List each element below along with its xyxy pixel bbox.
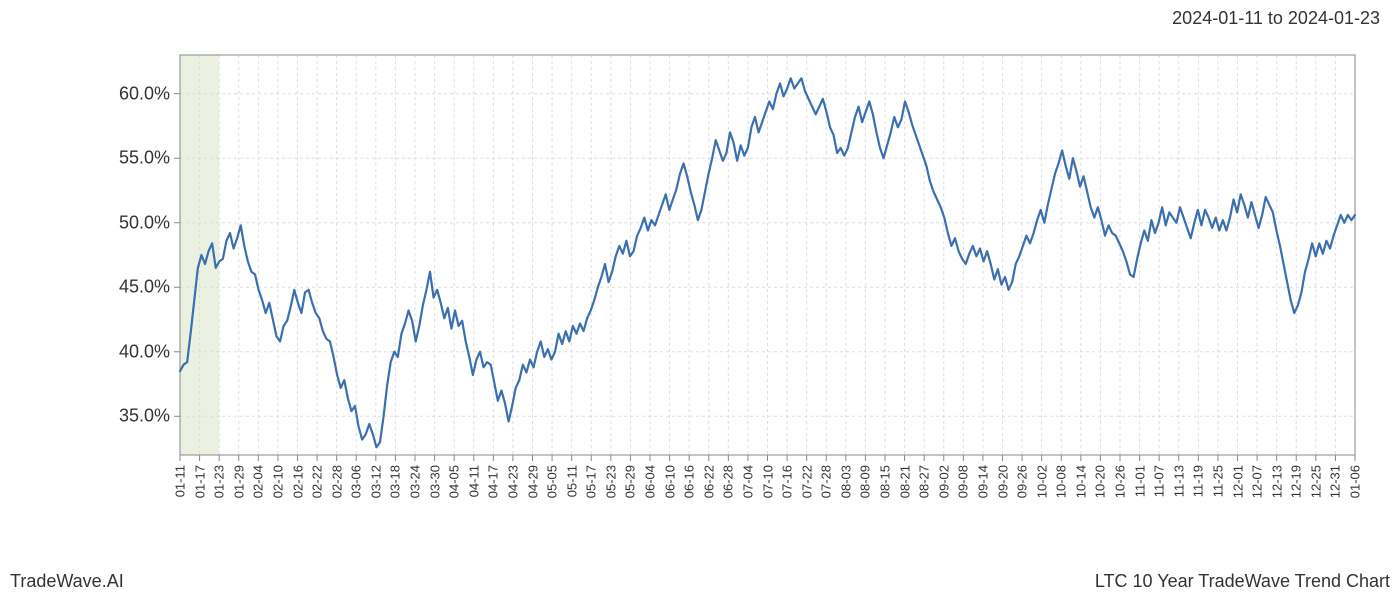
chart-container: 2024-01-11 to 2024-01-23 35.0% 40.0% 45.0%… bbox=[0, 0, 1400, 600]
x-tick-label: 08-27 bbox=[917, 465, 932, 498]
x-tick-label: 01-29 bbox=[231, 465, 246, 498]
x-tick-label: 01-06 bbox=[1348, 465, 1363, 498]
x-tick-label: 11-25 bbox=[1210, 465, 1225, 497]
x-tick-label: 05-05 bbox=[545, 465, 560, 498]
chart-area: 35.0% 40.0% 45.0% 50.0% 55.0% 60.0% 01-11 01-1… bbox=[0, 40, 1400, 560]
x-tick-label: 10-26 bbox=[1113, 465, 1128, 498]
x-tick-label: 09-26 bbox=[1015, 465, 1030, 498]
x-tick-label: 09-08 bbox=[956, 465, 971, 498]
x-tick-label: 04-29 bbox=[525, 465, 540, 498]
x-tick-label: 07-28 bbox=[819, 465, 834, 498]
x-tick-label: 02-22 bbox=[310, 465, 325, 498]
x-tick-label: 02-10 bbox=[270, 465, 285, 498]
x-tick-label: 08-09 bbox=[858, 465, 873, 498]
x-tick-label: 11-13 bbox=[1171, 465, 1186, 497]
x-tick-label: 01-17 bbox=[192, 465, 207, 498]
x-tick-label: 12-01 bbox=[1230, 465, 1245, 498]
x-tick-label: 11-19 bbox=[1191, 465, 1206, 497]
x-tick-label: 12-31 bbox=[1328, 465, 1343, 498]
y-tick-label: 45.0% bbox=[70, 277, 170, 298]
x-tick-label: 02-04 bbox=[251, 465, 266, 498]
x-tick-label: 04-11 bbox=[466, 465, 481, 497]
x-tick-label: 01-23 bbox=[212, 465, 227, 498]
x-tick-label: 04-17 bbox=[486, 465, 501, 498]
x-tick-label: 06-16 bbox=[682, 465, 697, 498]
y-tick-label: 60.0% bbox=[70, 83, 170, 104]
x-tick-label: 05-23 bbox=[603, 465, 618, 498]
x-tick-label: 03-06 bbox=[349, 465, 364, 498]
x-tick-label: 12-07 bbox=[1250, 465, 1265, 498]
x-tick-label: 11-07 bbox=[1152, 465, 1167, 497]
y-tick-label: 55.0% bbox=[70, 148, 170, 169]
x-tick-label: 05-11 bbox=[564, 465, 579, 497]
date-range-label: 2024-01-11 to 2024-01-23 bbox=[1172, 8, 1380, 29]
x-tick-label: 04-23 bbox=[505, 465, 520, 498]
x-tick-label: 07-22 bbox=[799, 465, 814, 498]
y-tick-label: 40.0% bbox=[70, 341, 170, 362]
x-tick-label: 06-10 bbox=[662, 465, 677, 498]
x-tick-label: 11-01 bbox=[1132, 465, 1147, 497]
footer-brand: TradeWave.AI bbox=[10, 571, 124, 592]
x-tick-label: 06-28 bbox=[721, 465, 736, 498]
x-tick-label: 05-17 bbox=[584, 465, 599, 498]
x-tick-label: 09-20 bbox=[995, 465, 1010, 498]
x-tick-label: 07-04 bbox=[740, 465, 755, 498]
x-tick-label: 04-05 bbox=[447, 465, 462, 498]
x-tick-label: 10-08 bbox=[1054, 465, 1069, 498]
x-tick-label: 08-03 bbox=[838, 465, 853, 498]
x-tick-label: 01-11 bbox=[173, 465, 188, 497]
x-tick-label: 10-20 bbox=[1093, 465, 1108, 498]
x-tick-label: 08-15 bbox=[878, 465, 893, 498]
x-tick-label: 02-28 bbox=[329, 465, 344, 498]
x-tick-label: 02-16 bbox=[290, 465, 305, 498]
x-tick-label: 12-13 bbox=[1269, 465, 1284, 498]
x-tick-label: 03-18 bbox=[388, 465, 403, 498]
footer-chart-title: LTC 10 Year TradeWave Trend Chart bbox=[1095, 571, 1390, 592]
y-tick-label: 50.0% bbox=[70, 212, 170, 233]
x-tick-label: 12-25 bbox=[1308, 465, 1323, 498]
x-tick-label: 10-02 bbox=[1034, 465, 1049, 498]
x-tick-label: 06-22 bbox=[701, 465, 716, 498]
x-tick-label: 12-19 bbox=[1289, 465, 1304, 498]
x-tick-label: 03-12 bbox=[368, 465, 383, 498]
x-tick-label: 09-02 bbox=[936, 465, 951, 498]
x-tick-label: 07-16 bbox=[780, 465, 795, 498]
x-tick-label: 07-10 bbox=[760, 465, 775, 498]
x-tick-label: 06-04 bbox=[643, 465, 658, 498]
y-tick-label: 35.0% bbox=[70, 406, 170, 427]
x-tick-label: 10-14 bbox=[1073, 465, 1088, 498]
x-tick-label: 03-24 bbox=[408, 465, 423, 498]
x-tick-label: 09-14 bbox=[975, 465, 990, 498]
x-tick-label: 08-21 bbox=[897, 465, 912, 498]
x-tick-label: 03-30 bbox=[427, 465, 442, 498]
x-tick-label: 05-29 bbox=[623, 465, 638, 498]
